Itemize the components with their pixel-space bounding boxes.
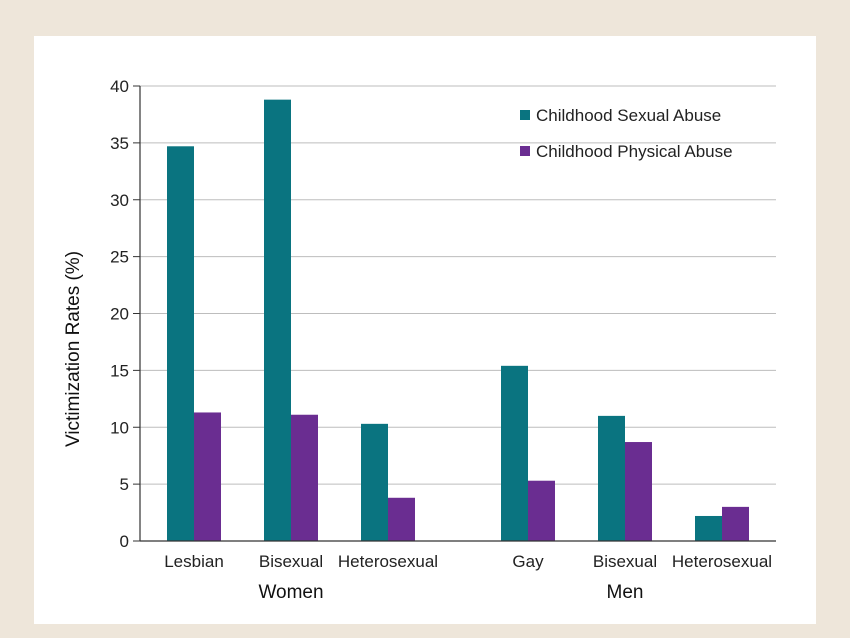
x-category-labels: Lesbian Bisexual Heterosexual Gay Bisexual He… [164,552,772,571]
bar-sexual-abuse [361,423,388,541]
bar-physical-abuse [388,497,415,541]
y-tick-label: 25 [110,248,129,267]
bar-sexual-abuse [695,515,722,541]
bar-sexual-abuse [167,146,194,541]
bar-physical-abuse [625,442,652,541]
legend-label: Childhood Physical Abuse [536,142,733,161]
gridlines [133,85,776,542]
bar-sexual-abuse [501,365,528,541]
axes [139,86,776,542]
x-category-label: Bisexual [259,552,323,571]
x-group-label: Women [258,582,323,603]
legend-swatch [520,110,530,120]
x-group-labels: Women Men [258,582,643,603]
bars [167,99,749,542]
y-tick-label: 0 [120,532,129,551]
y-tick-label: 5 [120,475,129,494]
y-tick-label: 35 [110,134,129,153]
y-tick-labels: 0 5 10 15 20 25 30 35 40 [110,77,129,551]
legend: Childhood Sexual Abuse Childhood Physical… [520,106,733,161]
legend-label: Childhood Sexual Abuse [536,106,721,125]
x-category-label: Lesbian [164,552,224,571]
y-tick-label: 10 [110,418,129,437]
x-category-label: Heterosexual [338,552,438,571]
bar-physical-abuse [722,506,749,541]
chart-panel: 0 5 10 15 20 25 30 35 40 Lesbian Bisexual Heterose… [34,36,816,624]
bar-physical-abuse [528,480,555,541]
legend-swatch [520,146,530,156]
y-tick-label: 30 [110,191,129,210]
bar-physical-abuse [291,414,318,541]
x-category-label: Heterosexual [672,552,772,571]
y-tick-label: 40 [110,77,129,96]
x-category-label: Bisexual [593,552,657,571]
bar-sexual-abuse [264,99,291,542]
x-category-label: Gay [512,552,544,571]
y-tick-label: 20 [110,305,129,324]
bar-chart: 0 5 10 15 20 25 30 35 40 Lesbian Bisexual Heterose… [63,77,776,603]
x-group-label: Men [607,582,644,603]
y-tick-label: 15 [110,361,129,380]
y-axis-label: Victimization Rates (%) [63,251,84,447]
bar-sexual-abuse [598,415,625,541]
bar-physical-abuse [194,412,221,541]
